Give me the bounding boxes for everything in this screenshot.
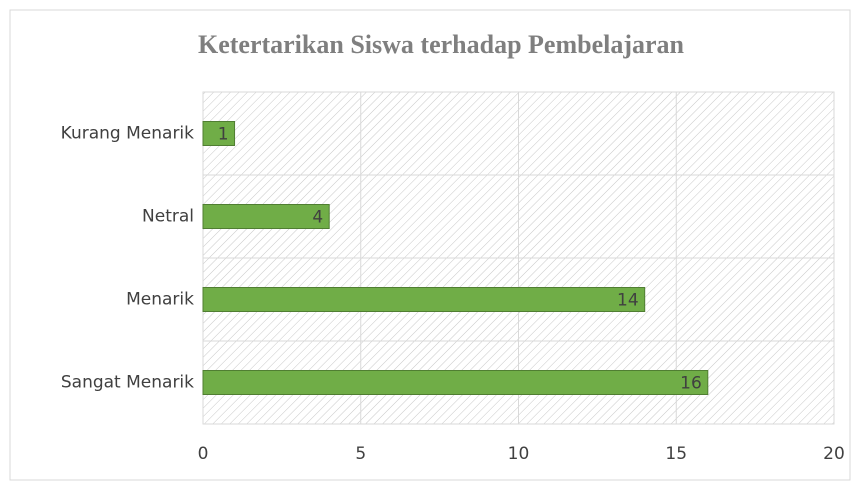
y-tick-label: Sangat Menarik: [61, 373, 194, 393]
x-tick-label: 0: [198, 444, 209, 464]
chart-title: Ketertarikan Siswa terhadap Pembelajaran: [198, 30, 685, 59]
x-tick-label: 15: [665, 444, 687, 464]
y-tick-label: Kurang Menarik: [61, 124, 194, 144]
y-tick-label: Netral: [142, 207, 194, 227]
y-tick-label: Menarik: [126, 290, 194, 310]
bar: [202, 204, 330, 229]
data-label: 1: [218, 125, 229, 145]
bar: [202, 121, 236, 146]
data-label: 4: [312, 208, 323, 228]
data-label: 16: [680, 374, 702, 394]
bar: [202, 370, 709, 395]
x-tick-label: 5: [355, 444, 366, 464]
x-tick-label: 10: [508, 444, 530, 464]
data-label: 14: [617, 291, 639, 311]
bar: [202, 287, 646, 312]
x-tick-label: 20: [823, 444, 845, 464]
